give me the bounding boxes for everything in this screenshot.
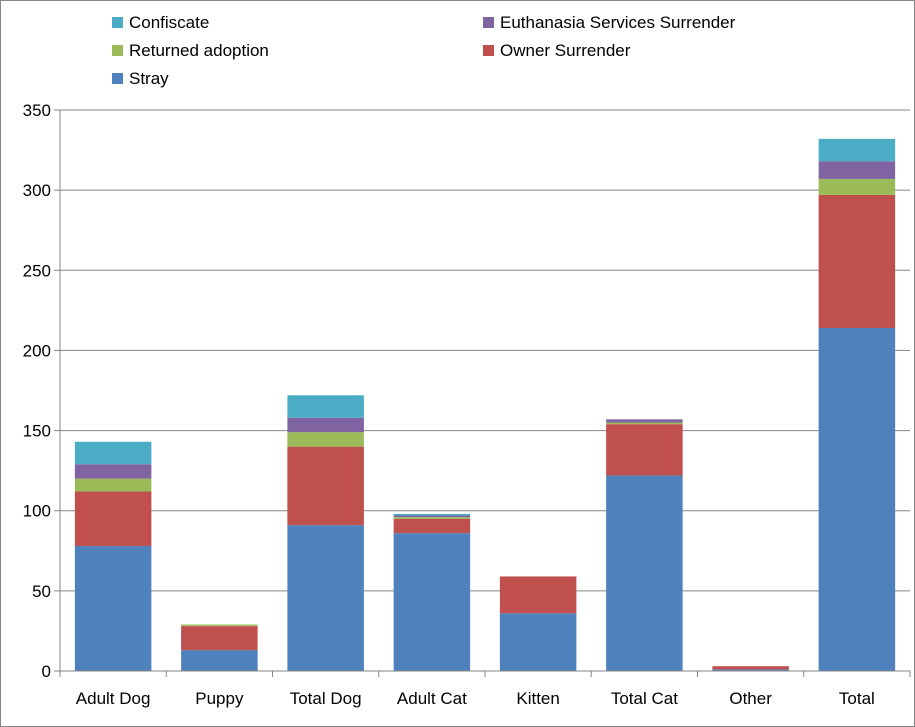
legend-label: Confiscate [129,13,209,32]
legend-label: Returned adoption [129,41,269,60]
bar-segment-owner-surrender [712,666,789,670]
bar-segment-stray [712,669,789,671]
y-tick-label: 200 [23,341,51,360]
bar-segment-stray [818,327,896,671]
legend-swatch [112,45,123,56]
bar-segment-euthanasia-services-surrender [606,419,683,423]
bar-segment-confiscate [393,513,471,516]
bar-segment-stray [393,533,471,671]
y-tick-label: 250 [23,261,51,280]
legend-item: Euthanasia Services Surrender [483,13,736,32]
legend-item: Confiscate [112,13,209,32]
bar-segment-stray [499,613,577,671]
y-tick-label: 300 [23,181,51,200]
legend-swatch [483,17,494,28]
legend-swatch [483,45,494,56]
bar-segment-stray [74,545,152,671]
bar-segment-euthanasia-services-surrender [818,161,896,179]
bar-segment-confiscate [287,395,364,418]
legend-swatch [112,73,123,84]
bar-segment-owner-surrender [606,424,683,476]
legend: Confiscate Euthanasia Services Surrender R… [112,13,736,88]
bar-segment-returned-adoption [393,517,471,519]
bar-segment-euthanasia-services-surrender [287,417,364,433]
legend-swatch [112,17,123,28]
bar-segment-returned-adoption [606,422,683,425]
legend-item: Returned adoption [112,41,269,60]
legend-item: Stray [112,69,169,88]
x-tick-label: Total Dog [290,689,362,708]
y-tick-label: 150 [23,422,51,441]
y-tick-label: 100 [23,502,51,521]
bar-segment-stray [287,525,364,671]
legend-label: Owner Surrender [500,41,631,60]
bars [74,138,896,671]
bar-segment-owner-surrender [181,626,258,651]
bar-segment-returned-adoption [818,178,896,195]
y-tick-label: 350 [23,101,51,120]
y-tick-label: 0 [42,662,51,681]
bar-segment-returned-adoption [74,478,152,492]
bar-segment-stray [181,650,258,671]
bar-segment-confiscate [74,441,152,465]
bar-segment-owner-surrender [818,194,896,328]
bar-segment-returned-adoption [287,432,364,447]
legend-label: Euthanasia Services Surrender [500,13,736,32]
bar-segment-owner-surrender [287,446,364,526]
bar-segment-euthanasia-services-surrender [393,515,471,518]
y-tick-label: 50 [32,582,51,601]
axes [54,109,911,677]
bar-segment-euthanasia-services-surrender [74,464,152,479]
legend-item: Owner Surrender [483,41,631,60]
x-tick-label: Other [729,689,772,708]
x-tick-label: Kitten [516,689,559,708]
bar-segment-returned-adoption [181,624,258,627]
x-tick-label: Total Cat [611,689,678,708]
bar-segment-owner-surrender [393,518,471,534]
bar-segment-confiscate [818,138,896,162]
legend-label: Stray [129,69,169,88]
x-tick-labels: Adult Dog Puppy Total Dog Adult Cat Kitten To… [76,689,875,708]
bar-segment-owner-surrender [74,491,152,546]
x-tick-label: Total [839,689,875,708]
y-tick-labels: 0 50 100 150 200 250 300 350 [23,101,51,681]
x-tick-label: Puppy [195,689,244,708]
gridlines [60,109,910,592]
bar-segment-stray [606,475,683,671]
bar-segment-owner-surrender [499,576,577,614]
x-tick-label: Adult Cat [397,689,467,708]
x-tick-label: Adult Dog [76,689,151,708]
